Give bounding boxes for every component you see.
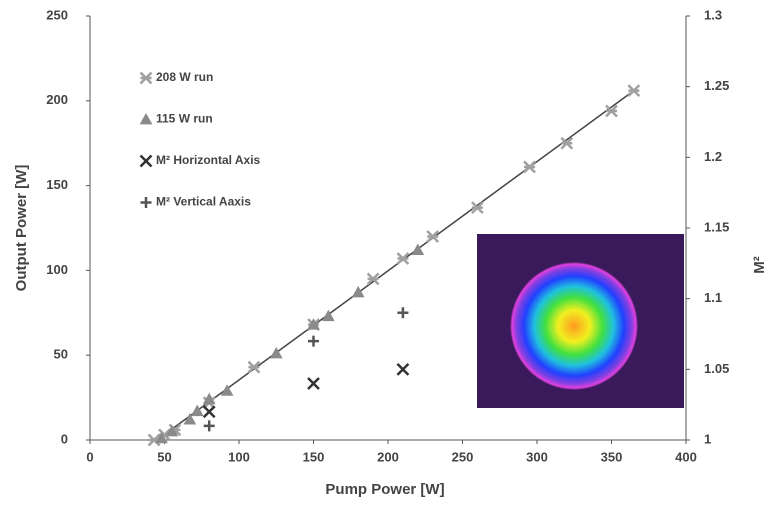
y2-axis-label: M² <box>751 256 768 274</box>
legend-marker <box>141 156 152 167</box>
x-axis-label: Pump Power [W] <box>325 481 444 498</box>
y2-tick-label: 1.15 <box>704 219 729 234</box>
y-tick-label: 150 <box>46 177 68 192</box>
y2-tick-label: 1.3 <box>704 7 722 22</box>
marker <box>248 362 259 373</box>
marker <box>308 378 319 389</box>
marker <box>397 364 408 375</box>
x-tick-label: 350 <box>601 449 623 464</box>
marker <box>427 231 438 242</box>
y-tick-label: 50 <box>54 347 68 362</box>
legend-marker <box>141 73 152 84</box>
chart: Pump Power [W] Output Power [W] M² 05010… <box>0 0 772 500</box>
y-tick-label: 0 <box>61 431 68 446</box>
x-tick-label: 300 <box>526 449 548 464</box>
marker <box>524 161 535 172</box>
y2-tick-label: 1.2 <box>704 149 722 164</box>
legend-marker <box>141 197 152 208</box>
legend-marker <box>141 114 152 124</box>
y2-tick-label: 1 <box>704 431 711 446</box>
y2-tick-label: 1.1 <box>704 290 722 305</box>
marker <box>397 253 408 264</box>
y2-tick-label: 1.25 <box>704 78 729 93</box>
x-tick-label: 0 <box>86 449 93 464</box>
legend-label: 115 W run <box>156 112 213 126</box>
x-tick-label: 150 <box>303 449 325 464</box>
marker <box>222 385 233 395</box>
x-tick-label: 400 <box>675 449 697 464</box>
x-tick-label: 200 <box>377 449 399 464</box>
marker <box>204 406 215 417</box>
y-tick-label: 250 <box>46 7 68 22</box>
legend-label: M² Horizontal Axis <box>156 153 261 167</box>
legend-label: M² Vertical Aaxis <box>156 195 251 209</box>
y-tick-label: 100 <box>46 262 68 277</box>
marker <box>397 307 408 318</box>
marker <box>368 273 379 284</box>
marker <box>472 202 483 213</box>
marker <box>204 420 215 431</box>
beam-profile <box>510 262 638 390</box>
legend-label: 208 W run <box>156 70 213 84</box>
marker <box>628 85 639 96</box>
y-axis-label: Output Power [W] <box>13 165 30 292</box>
y-tick-label: 200 <box>46 92 68 107</box>
x-tick-label: 100 <box>228 449 250 464</box>
marker <box>308 336 319 347</box>
x-tick-label: 250 <box>452 449 474 464</box>
y2-tick-label: 1.05 <box>704 361 729 376</box>
marker <box>353 287 364 297</box>
x-tick-label: 50 <box>157 449 171 464</box>
